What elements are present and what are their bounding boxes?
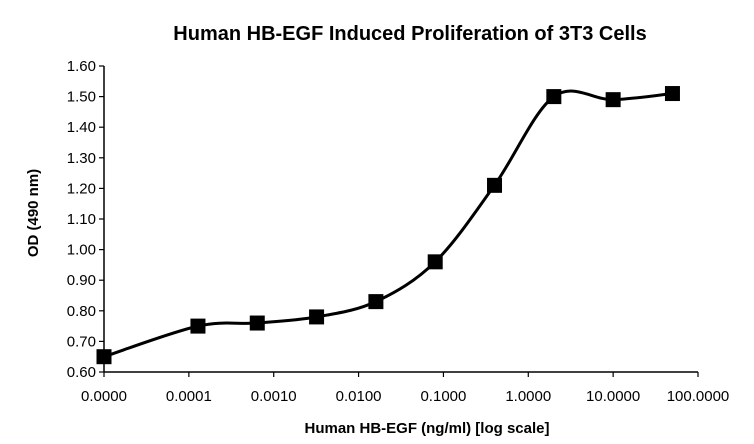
- y-tick-label: 1.40: [67, 119, 96, 136]
- chart-title: Human HB-EGF Induced Proliferation of 3T…: [173, 23, 646, 45]
- series-line: [103, 89, 673, 359]
- y-axis-label: OD (490 nm): [25, 169, 42, 257]
- series-markers: [96, 86, 680, 365]
- data-point: [487, 177, 503, 193]
- data-point: [664, 86, 680, 102]
- y-tick-label: 1.10: [67, 211, 96, 228]
- data-point: [249, 315, 265, 331]
- data-point: [96, 349, 112, 365]
- y-tick-label: 0.80: [67, 303, 96, 320]
- y-tick-label: 0.90: [67, 272, 96, 289]
- x-axis-ticks: 0.0000 0.0001 0.0010 0.0100 0.1000 1.0000 10.0…: [81, 372, 729, 405]
- data-point: [368, 294, 384, 310]
- x-tick-label: 0.1000: [420, 388, 466, 405]
- x-tick-label: 0.0001: [166, 388, 212, 405]
- data-point: [427, 254, 443, 270]
- y-tick-label: 0.70: [67, 333, 96, 350]
- data-point: [309, 309, 325, 325]
- data-point: [605, 92, 621, 108]
- x-tick-label: 100.0000: [667, 388, 730, 405]
- data-point: [190, 318, 206, 334]
- x-tick-label: 1.0000: [505, 388, 551, 405]
- y-tick-label: 1.60: [67, 58, 96, 75]
- y-tick-label: 1.50: [67, 89, 96, 106]
- x-tick-label: 10.0000: [586, 388, 640, 405]
- y-tick-label: 0.60: [67, 364, 96, 381]
- y-tick-label: 1.20: [67, 180, 96, 197]
- x-tick-label: 0.0100: [336, 388, 382, 405]
- x-tick-label: 0.0010: [251, 388, 297, 405]
- x-axis-label: Human HB-EGF (ng/ml) [log scale]: [304, 420, 549, 437]
- y-tick-label: 1.30: [67, 150, 96, 167]
- y-axis-ticks: 0.60 0.70 0.80 0.90 1.00 1.10 1.20 1.30 1.40 1.50…: [67, 58, 104, 381]
- x-tick-label: 0.0000: [81, 388, 127, 405]
- data-point: [546, 89, 562, 105]
- y-tick-label: 1.00: [67, 242, 96, 259]
